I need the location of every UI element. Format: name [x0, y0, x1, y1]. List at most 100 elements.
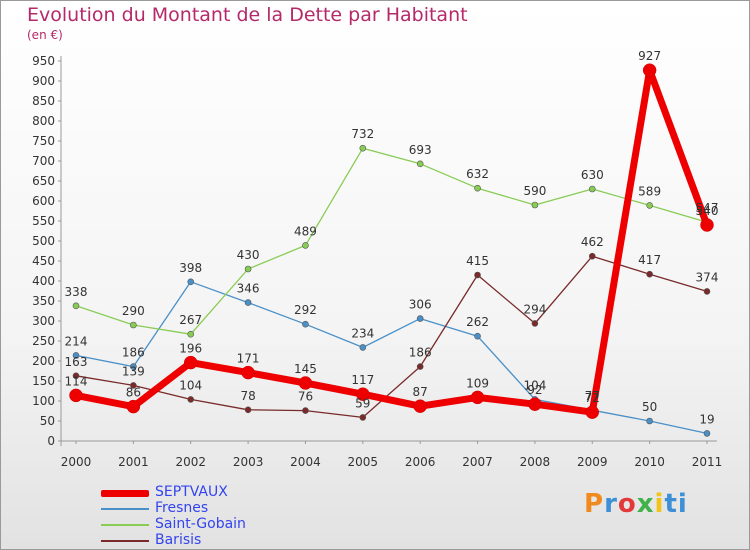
series-line-saint-gobain: [75, 147, 708, 335]
data-point-septvaux: [413, 399, 427, 413]
data-point-fresnes: [130, 363, 137, 370]
data-label-fresnes: 398: [179, 261, 202, 275]
y-tick-label: 600: [32, 194, 55, 208]
data-point-barisis: [359, 414, 367, 421]
data-label-barisis: 139: [122, 364, 145, 378]
data-point-septvaux: [528, 397, 542, 411]
data-label-barisis: 59: [355, 396, 370, 410]
data-point-fresnes: [359, 344, 367, 351]
data-point-septvaux: [241, 365, 255, 380]
data-point-septvaux: [470, 390, 485, 405]
y-tick-label: 750: [32, 134, 55, 148]
x-tick-label: 2006: [405, 455, 436, 469]
data-label-barisis: 415: [466, 254, 489, 268]
y-tick-label: 450: [32, 254, 55, 268]
y-tick-label: 800: [32, 114, 55, 128]
legend-label-fresnes: Fresnes: [155, 500, 209, 516]
data-label-saint-gobain: 547: [696, 201, 719, 215]
x-tick-label: 2011: [692, 455, 723, 469]
data-label-fresnes: 346: [237, 282, 260, 296]
data-label-barisis: 294: [523, 302, 546, 316]
data-point-fresnes: [646, 417, 653, 425]
data-label-septvaux: 86: [126, 386, 141, 400]
data-label-barisis: 76: [298, 390, 313, 404]
data-label-fresnes: 292: [294, 303, 317, 317]
data-label-saint-gobain: 489: [294, 224, 317, 238]
data-label-saint-gobain: 732: [351, 127, 374, 141]
data-label-saint-gobain: 632: [466, 167, 489, 181]
data-point-saint-gobain: [646, 202, 653, 209]
data-label-fresnes: 104: [523, 378, 546, 392]
x-tick-label: 2000: [61, 455, 92, 469]
y-tick-label: 650: [32, 174, 55, 188]
data-point-septvaux: [356, 387, 370, 401]
data-point-fresnes: [416, 315, 424, 322]
data-point-barisis: [646, 270, 653, 278]
x-tick-label: 2008: [520, 455, 551, 469]
legend-label-barisis: Barisis: [155, 532, 202, 548]
y-tick-label: 250: [32, 334, 55, 348]
data-point-barisis: [187, 396, 195, 403]
x-tick-label: 2003: [233, 455, 264, 469]
data-point-septvaux: [126, 399, 141, 414]
data-point-barisis: [531, 320, 539, 327]
data-point-fresnes: [703, 430, 711, 437]
data-point-saint-gobain: [187, 330, 195, 338]
x-tick-label: 2005: [348, 455, 379, 469]
data-label-saint-gobain: 290: [122, 304, 145, 318]
data-label-septvaux: 87: [413, 385, 428, 399]
data-point-saint-gobain: [359, 144, 367, 152]
data-label-septvaux: 145: [294, 362, 317, 376]
y-tick-label: 950: [32, 54, 55, 68]
data-label-barisis: 462: [581, 235, 604, 249]
x-tick-label: 2001: [118, 455, 149, 469]
y-tick-label: 50: [40, 414, 55, 428]
data-point-barisis: [416, 363, 424, 370]
data-label-septvaux: 114: [65, 374, 88, 388]
y-tick-label: 300: [32, 314, 55, 328]
y-tick-label: 150: [32, 374, 55, 388]
y-tick-label: 700: [32, 154, 55, 168]
y-tick-label: 0: [47, 434, 55, 448]
y-tick-label: 900: [32, 74, 55, 88]
series-line-septvaux: [72, 66, 711, 416]
data-label-saint-gobain: 630: [581, 168, 604, 182]
legend-swatch-fresnes: [101, 508, 149, 510]
data-point-fresnes: [302, 320, 309, 328]
data-point-septvaux: [183, 355, 198, 370]
data-point-barisis: [703, 288, 711, 295]
data-label-septvaux: 540: [696, 204, 719, 218]
legend-swatch-saint-gobain: [101, 524, 149, 526]
data-point-fresnes: [244, 299, 252, 306]
legend-label-septvaux: SEPTVAUX: [155, 484, 228, 500]
data-label-fresnes: 234: [351, 326, 374, 340]
data-point-saint-gobain: [130, 321, 137, 329]
data-point-barisis: [302, 407, 309, 414]
legend-label-saint-gobain: Saint-Gobain: [155, 516, 246, 532]
data-label-barisis: 374: [696, 270, 719, 284]
data-label-fresnes: 306: [409, 298, 432, 312]
data-point-septvaux: [585, 405, 600, 419]
data-label-saint-gobain: 693: [409, 143, 432, 157]
data-point-septvaux: [69, 388, 83, 403]
data-point-fresnes: [187, 278, 195, 286]
data-label-fresnes: 262: [466, 315, 489, 329]
data-point-saint-gobain: [302, 242, 309, 249]
data-label-saint-gobain: 589: [638, 184, 661, 198]
data-label-fresnes: 186: [122, 346, 145, 360]
data-label-barisis: 417: [638, 253, 661, 267]
data-point-saint-gobain: [474, 184, 481, 192]
data-label-barisis: 186: [409, 346, 432, 360]
data-point-saint-gobain: [244, 265, 252, 273]
chart-title: Evolution du Montant de la Dette par Hab…: [27, 4, 468, 26]
data-point-barisis: [588, 252, 596, 260]
data-label-barisis: 163: [65, 355, 88, 369]
y-tick-label: 350: [32, 294, 55, 308]
data-point-barisis: [244, 406, 252, 414]
data-point-saint-gobain: [531, 201, 539, 209]
legend-swatch-barisis: [101, 540, 149, 542]
data-label-septvaux: 109: [466, 376, 489, 390]
data-point-barisis: [474, 271, 481, 279]
